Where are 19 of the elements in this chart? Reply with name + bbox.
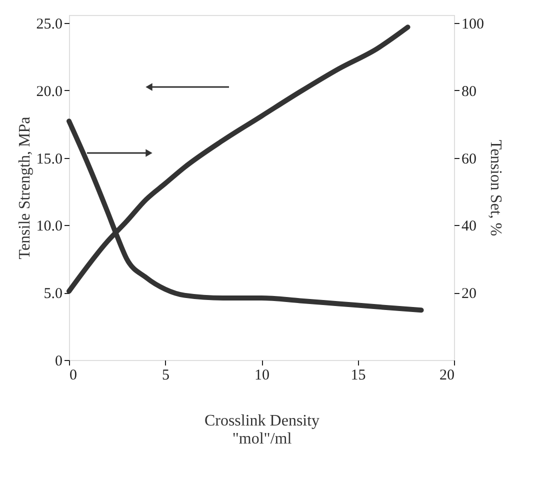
y2-tick-label: 80 (462, 84, 476, 100)
y2-tick-label: 40 (462, 218, 476, 235)
x-tick-label: 15 (350, 368, 366, 384)
y2-axis-title: Tension Set, % (487, 140, 504, 236)
y2-tick-label: 100 (462, 16, 484, 33)
x-tick-label: 10 (254, 368, 270, 384)
x-tick-label: 0 (70, 368, 77, 384)
y2-tick-label: 20 (462, 286, 476, 302)
x-tick-label: 20 (440, 368, 454, 384)
y-tick-label: 20.0 (36, 84, 62, 100)
y-tick-label: 5.0 (44, 286, 62, 302)
y-tick-label: 15.0 (36, 151, 62, 168)
y-tick-label: 0 (55, 354, 62, 370)
y-axis-title: Tensile Strength, MPa (16, 116, 34, 260)
y-tick-label: 10.0 (36, 218, 62, 235)
x-axis-title: Crosslink Density "mol"/ml (204, 412, 320, 448)
y-tick-label: 25.0 (36, 16, 62, 33)
y2-tick-label: 60 (462, 151, 476, 168)
x-tick-label: 5 (162, 368, 170, 384)
